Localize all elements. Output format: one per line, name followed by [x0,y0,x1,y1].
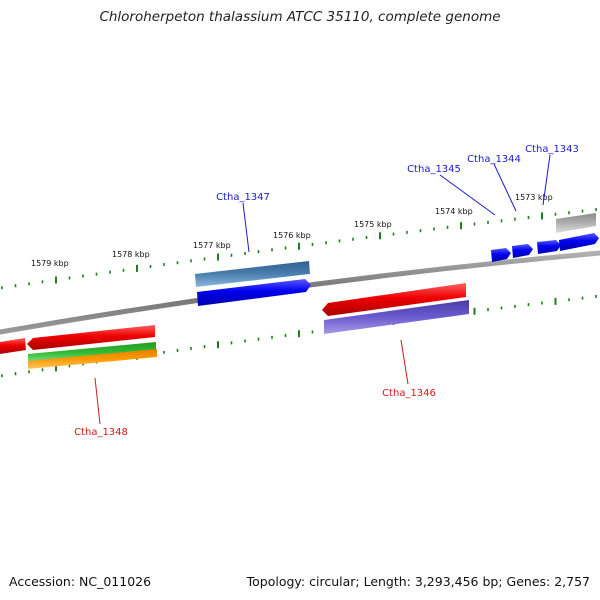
gene-label-ctha-1344[interactable]: Ctha_1344 [467,154,521,165]
gene-labels: Ctha_1343 Ctha_1344 Ctha_1345 Ctha_1347 … [74,144,579,438]
gene-arrow-ctha-1344[interactable] [512,244,533,258]
scale-label-1578: 1578 kbp [112,250,150,259]
accession-text: Accession: NC_011026 [9,574,152,589]
scale-ticks-forward [1,207,597,290]
leader-lines [94,154,551,425]
scale-label-1577: 1577 kbp [193,241,231,250]
gene-feature-ctha-1347-upper[interactable] [195,261,310,287]
leader-line-ctha-1345 [439,174,496,216]
gene-feature-grey[interactable] [556,213,596,233]
gene-arrow-ctha-1347[interactable] [197,279,311,306]
gene-arrow-ctha-1343-a[interactable] [537,240,561,254]
scale-label-1576: 1576 kbp [273,231,311,240]
gene-arrow-ctha-1348[interactable] [27,325,155,350]
gene-arrow-partial-left[interactable] [0,338,26,354]
scale-label-1579: 1579 kbp [31,259,69,268]
scale-label-1574: 1574 kbp [435,207,473,216]
gene-feature-ctha-1346-lower[interactable] [324,300,469,334]
gene-label-ctha-1345[interactable]: Ctha_1345 [407,164,461,175]
gene-label-ctha-1348[interactable]: Ctha_1348 [74,427,128,438]
leader-line-ctha-1346 [400,339,409,385]
scale-label-1575: 1575 kbp [354,220,392,229]
leader-line-ctha-1343 [542,154,551,206]
topology-text: Topology: circular; Length: 3,293,456 bp… [246,574,590,589]
gene-feature-ctha-1348-orange[interactable] [28,349,157,369]
leader-line-ctha-1347 [242,202,250,253]
gene-label-ctha-1343[interactable]: Ctha_1343 [525,144,579,155]
gene-arrow-ctha-1346[interactable] [322,283,466,316]
reverse-features [0,283,469,369]
forward-features [195,213,599,306]
gene-label-ctha-1347[interactable]: Ctha_1347 [216,192,270,203]
scale-label-1573: 1573 kbp [515,193,553,202]
scale-labels: 1573 kbp 1574 kbp 1575 kbp 1576 kbp 1577… [31,193,553,268]
gene-arrow-ctha-1345[interactable] [491,248,511,262]
page-title: Chloroherpeton thalassium ATCC 35110, co… [99,9,501,25]
gene-feature-ctha-1348-green[interactable] [28,342,156,363]
leader-line-ctha-1344 [493,163,517,212]
gene-label-ctha-1346[interactable]: Ctha_1346 [382,388,436,399]
gene-arrow-ctha-1343-b[interactable] [559,233,599,251]
leader-line-ctha-1348 [94,377,101,425]
